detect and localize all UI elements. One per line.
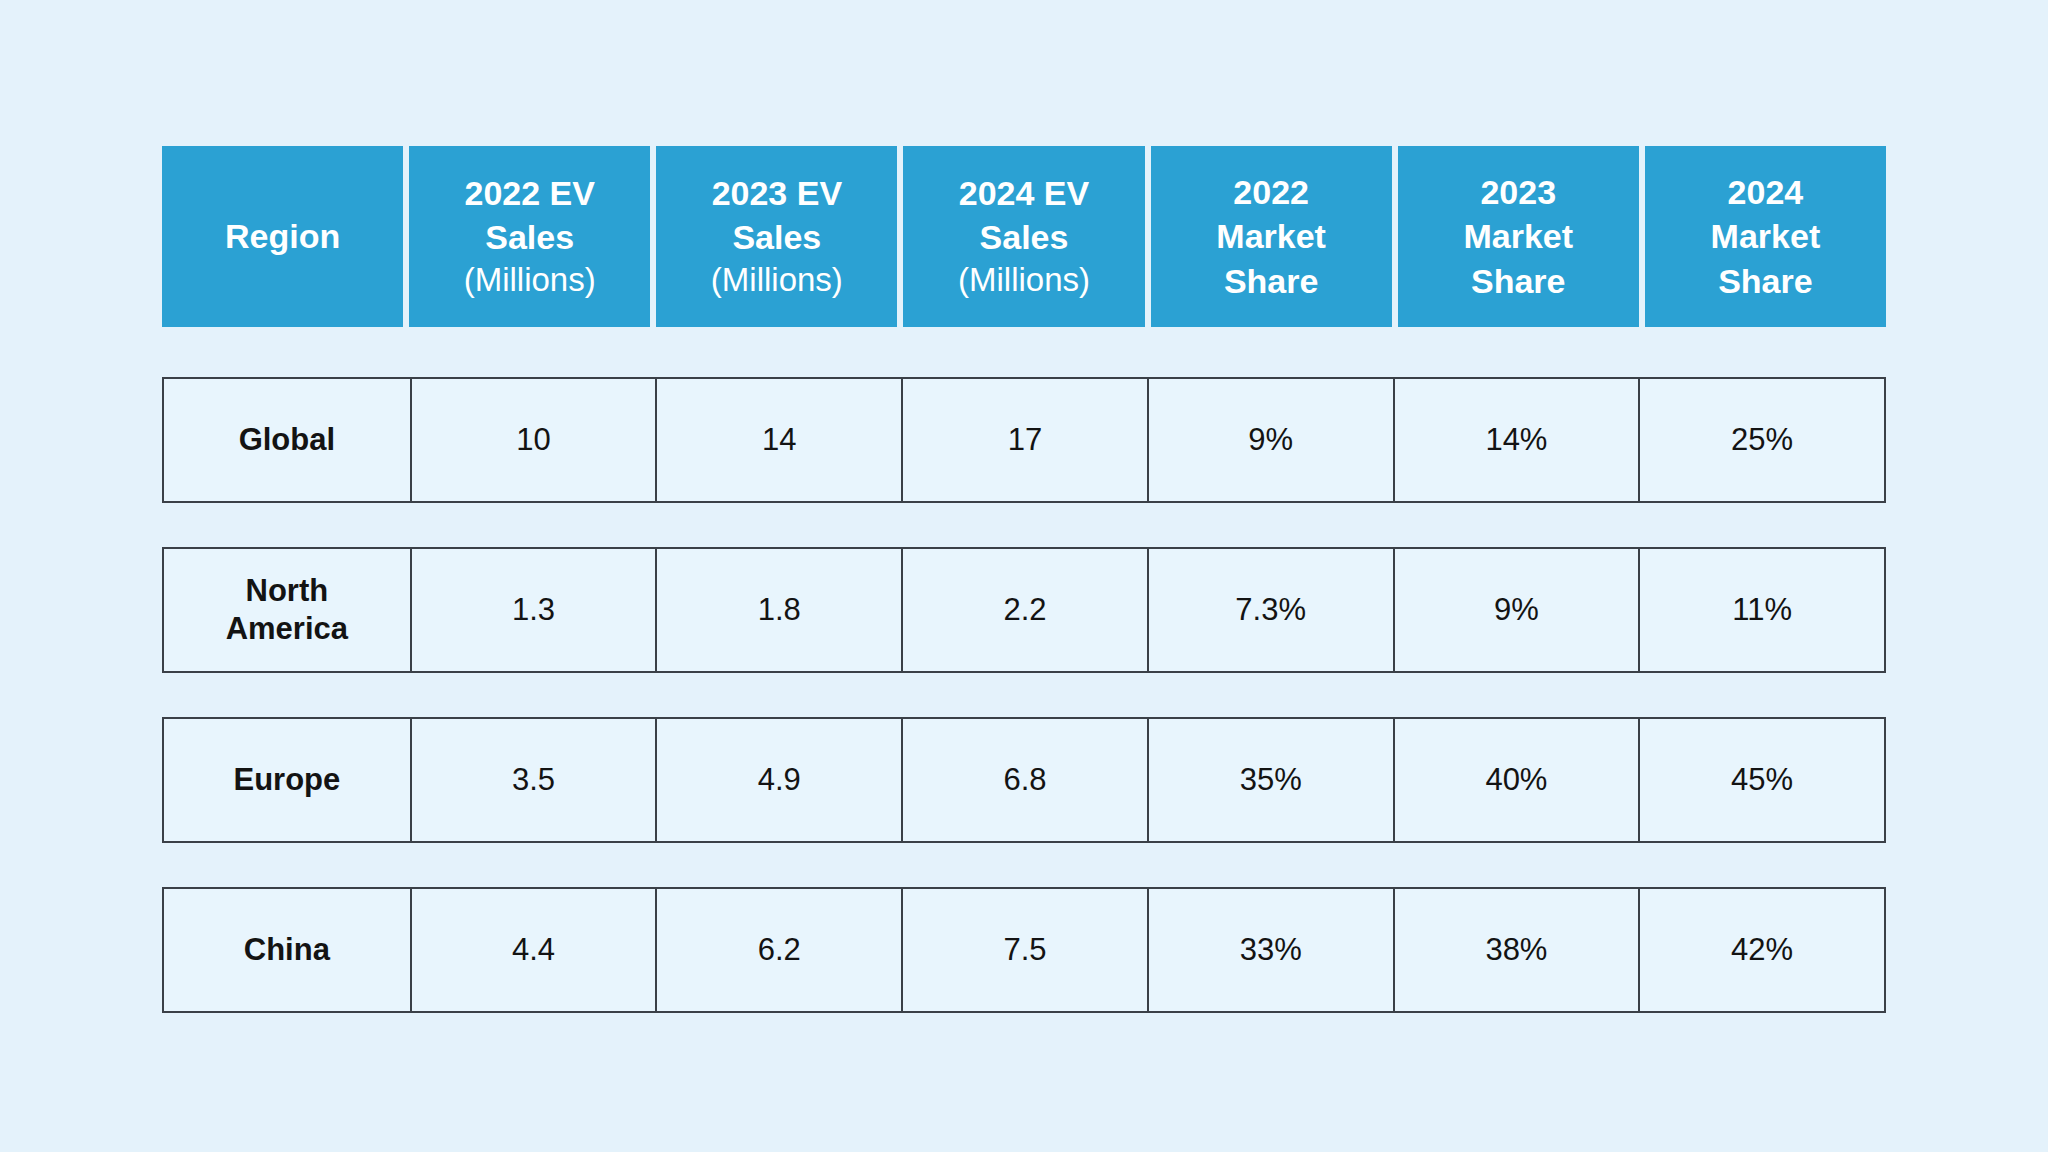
region-cell: Europe	[164, 719, 410, 841]
value-cell: 35%	[1147, 719, 1393, 841]
value-cell: 4.9	[655, 719, 901, 841]
value-cell: 7.5	[901, 889, 1147, 1011]
column-header-title: 2024 EV Sales	[959, 171, 1089, 259]
table-row: China4.46.27.533%38%42%	[162, 887, 1886, 1013]
column-header-title: 2023 Market Share	[1463, 170, 1573, 303]
value-cell: 33%	[1147, 889, 1393, 1011]
value-cell: 14	[655, 379, 901, 501]
column-header: 2022 EV Sales(Millions)	[409, 146, 650, 327]
column-header: 2024 EV Sales(Millions)	[903, 146, 1144, 327]
column-header: 2023 Market Share	[1398, 146, 1639, 327]
column-header-title: 2022 Market Share	[1216, 170, 1326, 303]
column-header-subtitle: (Millions)	[464, 259, 596, 302]
value-cell: 25%	[1638, 379, 1884, 501]
table-row: North America1.31.82.27.3%9%11%	[162, 547, 1886, 673]
ev-sales-table: Region2022 EV Sales(Millions)2023 EV Sal…	[162, 146, 1886, 1013]
region-cell: North America	[164, 549, 410, 671]
table-row: Global1014179%14%25%	[162, 377, 1886, 503]
column-header: Region	[162, 146, 403, 327]
value-cell: 10	[410, 379, 656, 501]
value-cell: 42%	[1638, 889, 1884, 1011]
value-cell: 9%	[1147, 379, 1393, 501]
table-row: Europe3.54.96.835%40%45%	[162, 717, 1886, 843]
region-cell: Global	[164, 379, 410, 501]
column-header: 2022 Market Share	[1151, 146, 1392, 327]
value-cell: 45%	[1638, 719, 1884, 841]
value-cell: 7.3%	[1147, 549, 1393, 671]
column-header-title: 2024 Market Share	[1711, 170, 1821, 303]
column-header: 2024 Market Share	[1645, 146, 1886, 327]
column-header-subtitle: (Millions)	[958, 259, 1090, 302]
value-cell: 38%	[1393, 889, 1639, 1011]
region-cell: China	[164, 889, 410, 1011]
value-cell: 14%	[1393, 379, 1639, 501]
column-header-subtitle: (Millions)	[711, 259, 843, 302]
value-cell: 17	[901, 379, 1147, 501]
value-cell: 11%	[1638, 549, 1884, 671]
column-header-title: 2023 EV Sales	[712, 171, 842, 259]
column-header-title: 2022 EV Sales	[464, 171, 594, 259]
column-header: 2023 EV Sales(Millions)	[656, 146, 897, 327]
value-cell: 6.2	[655, 889, 901, 1011]
value-cell: 1.8	[655, 549, 901, 671]
value-cell: 9%	[1393, 549, 1639, 671]
value-cell: 40%	[1393, 719, 1639, 841]
table-header-row: Region2022 EV Sales(Millions)2023 EV Sal…	[162, 146, 1886, 327]
value-cell: 4.4	[410, 889, 656, 1011]
value-cell: 3.5	[410, 719, 656, 841]
table-body: Global1014179%14%25%North America1.31.82…	[162, 377, 1886, 1013]
value-cell: 6.8	[901, 719, 1147, 841]
value-cell: 1.3	[410, 549, 656, 671]
ev-sales-infographic: Region2022 EV Sales(Millions)2023 EV Sal…	[0, 0, 2048, 1152]
column-header-title: Region	[225, 214, 340, 258]
value-cell: 2.2	[901, 549, 1147, 671]
